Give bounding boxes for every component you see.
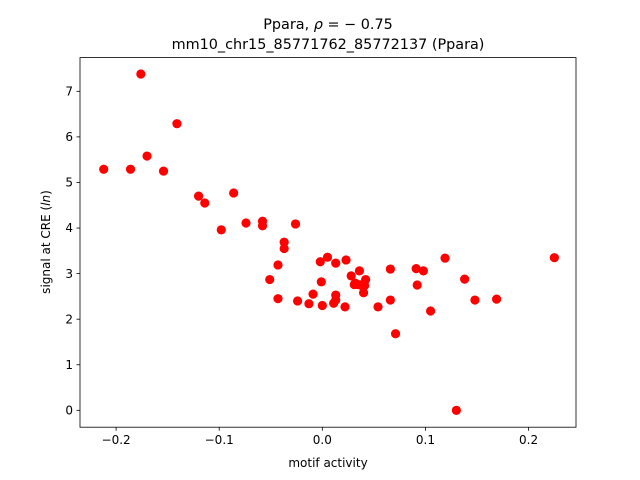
data-point-10 bbox=[241, 218, 251, 228]
data-point-53 bbox=[492, 294, 502, 304]
data-point-48 bbox=[426, 306, 436, 316]
data-point-25 bbox=[322, 252, 333, 262]
data-point-0 bbox=[99, 164, 109, 174]
data-point-3 bbox=[142, 151, 152, 161]
data-point-1 bbox=[125, 164, 136, 174]
x-tick-label: 0.2 bbox=[519, 433, 538, 447]
data-point-6 bbox=[193, 191, 204, 201]
data-point-22 bbox=[315, 257, 325, 267]
y-axis-label: signal at CRE (ln) bbox=[39, 190, 53, 294]
y-tick-label: 2 bbox=[65, 312, 73, 326]
data-point-21 bbox=[308, 289, 318, 299]
data-point-12 bbox=[257, 221, 268, 231]
data-points bbox=[99, 69, 559, 415]
data-point-40 bbox=[361, 274, 371, 285]
data-point-38 bbox=[358, 288, 369, 298]
data-point-36 bbox=[354, 266, 365, 276]
data-point-32 bbox=[346, 271, 356, 281]
x-axis-label: motif activity bbox=[288, 456, 367, 470]
x-tick-label: 0.0 bbox=[313, 433, 332, 447]
y-tick-label: 5 bbox=[65, 176, 73, 190]
data-point-7 bbox=[200, 198, 210, 208]
y-tick-label: 6 bbox=[65, 130, 73, 144]
chart-title-line2: mm10_chr15_85771762_85772137 (Ppara) bbox=[172, 37, 485, 53]
data-point-9 bbox=[229, 188, 239, 198]
data-point-8 bbox=[216, 225, 226, 235]
y-tick-label: 4 bbox=[65, 221, 73, 235]
data-point-16 bbox=[279, 237, 289, 247]
y-tick-label: 7 bbox=[65, 85, 73, 99]
x-tick-label: −0.2 bbox=[102, 433, 131, 447]
data-point-18 bbox=[290, 219, 301, 229]
data-point-13 bbox=[265, 274, 275, 285]
data-point-46 bbox=[412, 280, 422, 290]
y-tick-label: 0 bbox=[65, 404, 73, 418]
data-point-45 bbox=[411, 264, 421, 274]
data-point-50 bbox=[451, 405, 461, 415]
x-tick-label: 0.1 bbox=[416, 433, 435, 447]
data-point-30 bbox=[340, 302, 350, 312]
data-point-20 bbox=[304, 299, 314, 309]
x-axis-ticks: −0.2 −0.1 0.0 0.1 0.2 bbox=[102, 427, 538, 447]
data-point-15 bbox=[273, 294, 283, 304]
data-point-43 bbox=[385, 295, 395, 305]
data-point-31 bbox=[341, 255, 351, 265]
data-point-49 bbox=[440, 253, 450, 263]
data-point-44 bbox=[390, 329, 401, 339]
y-tick-label: 3 bbox=[65, 267, 73, 281]
data-point-47 bbox=[418, 266, 428, 276]
chart-title-line1: Ppara, ρ = − 0.75 bbox=[263, 17, 393, 33]
data-point-41 bbox=[373, 302, 383, 312]
data-point-4 bbox=[158, 166, 169, 176]
x-tick-label: −0.1 bbox=[205, 433, 234, 447]
data-point-2 bbox=[136, 69, 146, 79]
y-tick-label: 1 bbox=[65, 358, 73, 372]
data-point-54 bbox=[549, 253, 559, 263]
y-axis-ticks: 0 1 2 3 4 5 6 7 bbox=[65, 85, 80, 418]
data-point-29 bbox=[331, 295, 341, 305]
data-point-23 bbox=[316, 277, 326, 287]
data-point-52 bbox=[470, 295, 480, 305]
data-point-17 bbox=[279, 243, 289, 254]
data-point-27 bbox=[331, 258, 341, 268]
data-point-24 bbox=[317, 300, 327, 311]
data-point-5 bbox=[172, 119, 182, 129]
plot-frame bbox=[79, 57, 577, 428]
data-point-14 bbox=[273, 260, 283, 270]
data-point-51 bbox=[460, 274, 470, 284]
data-point-19 bbox=[292, 296, 303, 306]
data-point-42 bbox=[385, 264, 395, 274]
